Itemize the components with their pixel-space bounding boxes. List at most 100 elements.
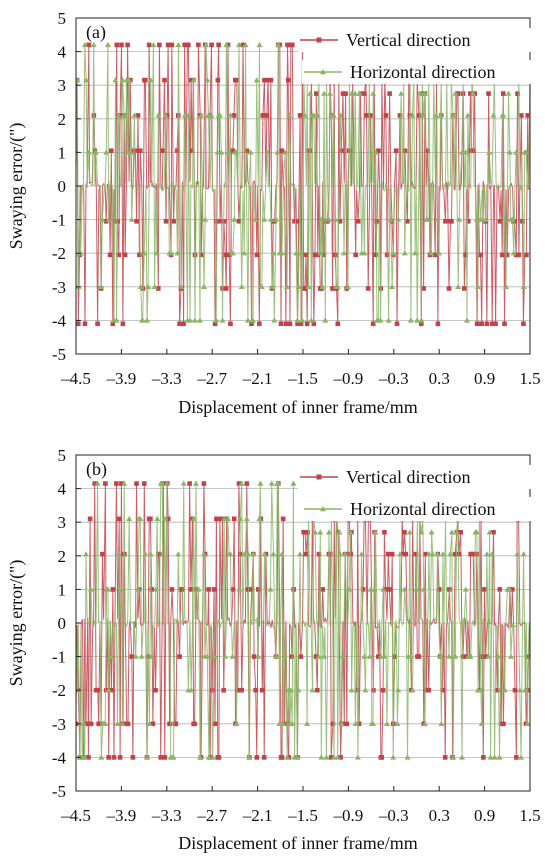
data-point (141, 481, 147, 486)
data-point (279, 755, 285, 760)
data-point (191, 317, 198, 323)
data-point (102, 720, 109, 726)
data-point (114, 720, 121, 726)
data-point (315, 653, 322, 659)
data-point (105, 687, 112, 693)
data-point (109, 687, 114, 693)
data-point (163, 480, 170, 486)
data-point (287, 687, 294, 693)
data-point (470, 148, 476, 154)
data-point (510, 250, 517, 256)
data-point (449, 218, 454, 224)
data-point (370, 321, 376, 327)
data-point (499, 252, 505, 258)
data-point (256, 515, 263, 522)
data-point (401, 586, 408, 592)
data-point (396, 551, 403, 557)
data-point (116, 516, 122, 522)
data-point (485, 653, 492, 659)
data-point (364, 113, 369, 118)
y-tick-label: 2 (58, 547, 67, 566)
data-point (196, 42, 201, 48)
data-point (188, 687, 195, 693)
data-point (271, 317, 278, 323)
data-point (80, 720, 87, 726)
data-point (157, 42, 162, 48)
data-point (134, 218, 139, 224)
data-point (110, 321, 116, 327)
data-point (197, 112, 204, 118)
data-point (145, 283, 152, 289)
data-point (290, 480, 297, 486)
data-point (76, 321, 81, 327)
data-point (495, 653, 502, 659)
data-point (317, 250, 324, 256)
data-point (387, 216, 394, 222)
data-point (352, 90, 359, 96)
data-point (374, 218, 380, 224)
data-point (239, 687, 244, 693)
data-point (458, 529, 463, 535)
data-point (250, 317, 257, 323)
data-point (257, 480, 264, 486)
data-point (112, 218, 118, 224)
data-point (438, 720, 445, 726)
data-point (146, 720, 153, 726)
data-point (425, 148, 430, 154)
data-point (302, 286, 308, 291)
x-tick-label: –1.5 (287, 369, 318, 388)
data-point (493, 321, 498, 327)
data-point (390, 250, 397, 256)
data-point (171, 218, 176, 224)
data-point (284, 754, 291, 760)
data-point (496, 754, 503, 760)
data-point (418, 321, 424, 327)
data-point (92, 481, 98, 486)
data-point (217, 112, 224, 118)
data-point (393, 148, 399, 154)
data-point (484, 321, 490, 327)
data-point (230, 587, 236, 592)
data-point (236, 481, 242, 486)
data-point (189, 148, 195, 154)
data-point (297, 551, 304, 557)
data-point (312, 529, 319, 535)
data-point (249, 321, 254, 327)
data-point (205, 754, 212, 760)
data-point (222, 653, 229, 659)
data-point (244, 481, 250, 486)
data-point (196, 317, 203, 323)
data-point (330, 286, 335, 291)
data-point (509, 216, 516, 222)
data-point (473, 216, 480, 222)
data-point (465, 218, 471, 224)
data-point (245, 551, 252, 557)
data-point (211, 587, 217, 592)
data-point (216, 755, 222, 760)
data-point (294, 754, 301, 760)
data-point (452, 653, 459, 659)
data-point (155, 112, 162, 118)
data-point (290, 42, 295, 48)
data-point (217, 218, 223, 224)
data-point (421, 90, 428, 96)
data-point (463, 252, 468, 258)
data-point (253, 687, 258, 693)
data-point (152, 586, 159, 592)
data-point (394, 321, 400, 327)
data-point (276, 720, 283, 726)
data-point (121, 480, 128, 486)
data-point (218, 149, 225, 155)
data-point (169, 42, 175, 48)
data-point (522, 687, 529, 693)
data-point (143, 77, 148, 83)
x-tick-label: 0.9 (474, 806, 495, 825)
x-tick-label: –0.9 (333, 369, 364, 388)
y-tick-label: 0 (58, 177, 67, 196)
data-point (332, 252, 338, 258)
data-point (280, 720, 287, 726)
data-point (200, 551, 207, 557)
data-point (286, 112, 293, 118)
data-point (158, 755, 164, 760)
data-point (387, 587, 392, 592)
